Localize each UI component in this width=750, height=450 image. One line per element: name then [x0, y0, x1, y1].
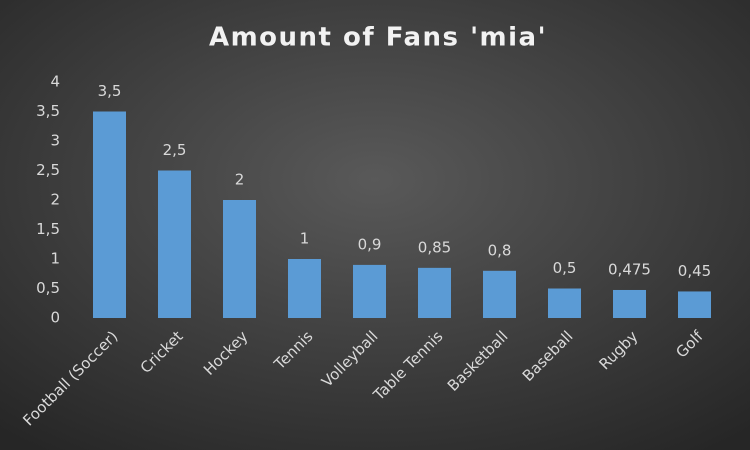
value-label: 0,85 [418, 238, 451, 256]
value-label: 0,475 [608, 260, 651, 278]
bar [613, 289, 646, 318]
bar [353, 264, 386, 318]
bar [418, 267, 451, 318]
value-label: 0,8 [488, 241, 512, 259]
chart-title: Amount of Fans 'mia' [209, 23, 547, 53]
y-tick-label: 1 [50, 250, 60, 268]
value-label: 0,9 [358, 235, 382, 253]
value-label: 3,5 [98, 82, 122, 100]
y-tick-label: 3 [50, 132, 60, 150]
value-label: 0,45 [678, 262, 711, 280]
bar [158, 170, 191, 318]
y-tick-label: 0 [50, 309, 60, 327]
bar [483, 270, 516, 318]
y-tick-label: 4 [50, 73, 60, 91]
y-tick-label: 0,5 [36, 279, 60, 297]
y-tick-label: 1,5 [36, 220, 60, 238]
value-label: 2 [235, 171, 245, 189]
bar [223, 200, 256, 318]
bar [548, 288, 581, 318]
y-tick-label: 2 [50, 191, 60, 209]
bar [93, 111, 126, 318]
bar [678, 291, 711, 318]
bar [288, 259, 321, 318]
value-label: 0,5 [553, 259, 577, 277]
y-tick-label: 3,5 [36, 102, 60, 120]
value-label: 1 [300, 230, 310, 248]
value-label: 2,5 [163, 141, 187, 159]
y-tick-label: 2,5 [36, 161, 60, 179]
